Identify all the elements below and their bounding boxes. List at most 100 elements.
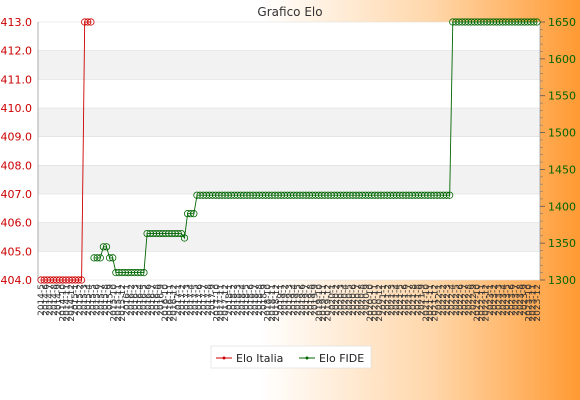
plot-band [38,222,540,252]
x-tick-label: 2019-4 [289,284,299,316]
x-tick-label: 2018-12 [272,284,282,322]
x-tick-label: 2021-11 [426,284,436,322]
y-right-tick-label: 1450 [548,163,576,176]
data-point [74,276,83,284]
x-tick-label: 2015-9 [105,284,115,316]
data-point [190,210,198,218]
x-tick-label: 2018-1 [225,284,235,316]
x-tick-label: 2018-9 [259,284,269,316]
x-tick-label: 2017-11 [217,284,227,322]
x-tick-label: 2014-8 [50,284,60,316]
data-point [442,191,451,199]
y-left-tick-label: 412.0 [1,45,33,58]
x-tick-label: 2018-7 [251,284,261,316]
x-tick-label: 2016-5 [140,284,150,316]
series-elo-fide [90,18,541,277]
x-tick-label: 2018-6 [247,284,257,316]
x-tick-label: 2021-9 [418,284,428,316]
x-tick-label: 2019-12 [323,284,333,322]
x-tick-label: 2022-9 [469,284,479,316]
y-left-tick-label: 404.0 [1,274,33,287]
y-right-tick-label: 1500 [548,127,576,140]
x-tick-label: 2014-6 [41,284,51,316]
data-point [174,229,182,238]
x-tick-label: 2021-12 [430,284,440,322]
x-tick-label: 2020-9 [362,284,372,316]
x-tick-label: 2017-2 [178,284,188,316]
x-tick-label: 2016-7 [148,284,158,316]
y-left-tick-label: 407.0 [1,188,33,201]
x-tick-label: 2020-2 [332,284,342,316]
x-tick-label: 2021-10 [422,284,432,322]
y-right-tick-label: 1550 [548,90,576,103]
x-tick-label: 2019-7 [302,284,312,316]
x-tick-label: 2017-9 [208,284,218,316]
x-tick-label: 2023-3 [495,284,505,316]
x-tick-label: 2023-7 [512,284,522,316]
x-tick-label: 2016-6 [144,284,154,316]
y-left-tick-label: 409.0 [1,131,33,144]
x-tick-label: 2022-4 [447,284,457,316]
x-tick-label: 2023-1 [486,284,496,316]
x-tick-label: 2016-12 [170,284,180,322]
data-point [84,18,92,26]
x-tick-label: 2023-11 [529,284,539,322]
x-tick-label: 2022-1 [435,284,445,316]
x-tick-label: 2018-11 [268,284,278,322]
x-tick-label: 2022-8 [465,284,475,316]
x-tick-label: 2020-4 [341,284,351,316]
x-tick-label: 2015-8 [101,284,111,316]
x-tick-label: 2020-1 [328,284,338,316]
x-tick-label: 2016-1 [123,284,133,316]
x-tick-label: 2021-8 [409,284,419,316]
data-point [446,191,454,199]
series-elo-italia [37,18,95,284]
x-tick-label: 2018-2 [229,284,239,316]
data-point [87,18,95,26]
x-tick-label: 2017-7 [199,284,209,316]
x-tick-label: 2017-5 [191,284,201,316]
x-tick-label: 2020-8 [358,284,368,316]
x-tick-label: 2016-9 [157,284,167,316]
x-tick-label: 2023-2 [490,284,500,316]
x-tick-label: 2015-6 [93,284,103,316]
data-point [187,210,195,218]
x-tick-label: 2019-8 [306,284,316,316]
x-tick-label: 2021-1 [379,284,389,316]
chart-title: Grafico Elo [257,5,322,19]
x-tick-label: 2016-11 [165,284,175,322]
x-tick-label: 2017-1 [174,284,184,316]
x-tick-label: 2019-2 [281,284,291,316]
x-tick-label: 2023-8 [516,284,526,316]
x-tick-label: 2022-11 [477,284,487,322]
x-tick-label: 2023-10 [524,284,534,322]
x-tick-label: 2021-3 [388,284,398,316]
x-tick-label: 2017-8 [204,284,214,316]
data-point [137,269,145,277]
legend-label-elo-italia: Elo Italia [236,352,283,365]
plot-band [38,50,540,80]
y-left-tick-label: 411.0 [1,73,33,86]
x-tick-label: 2021-4 [392,284,402,316]
data-point [180,234,189,242]
x-tick-label: 2016-4 [135,284,145,316]
x-tick-label: 2016-8 [152,284,162,316]
x-tick-label: 2018-4 [238,284,248,316]
x-tick-label: 2015-11 [114,284,124,322]
x-tick-label: 2014-12 [67,284,77,322]
x-tick-label: 2015-10 [110,284,120,322]
x-tick-label: 2021-6 [400,284,410,316]
x-tick-label: 2022-5 [452,284,462,316]
x-tick-label: 2022-12 [482,284,492,322]
x-tick-label: 2018-3 [234,284,244,316]
x-tick-label: 2014-5 [37,284,47,316]
data-point [99,243,107,251]
x-tick-label: 2018-5 [242,284,252,316]
x-tick-label: 2023-6 [507,284,517,316]
legend: Elo Italia Elo FIDE [210,345,372,369]
x-tick-label: 2014-10 [58,284,68,322]
data-point [96,254,104,262]
x-tick-label: 2019-10 [315,284,325,322]
y-right-tick-label: 1300 [548,274,576,287]
x-tick-label: 2016-3 [131,284,141,316]
